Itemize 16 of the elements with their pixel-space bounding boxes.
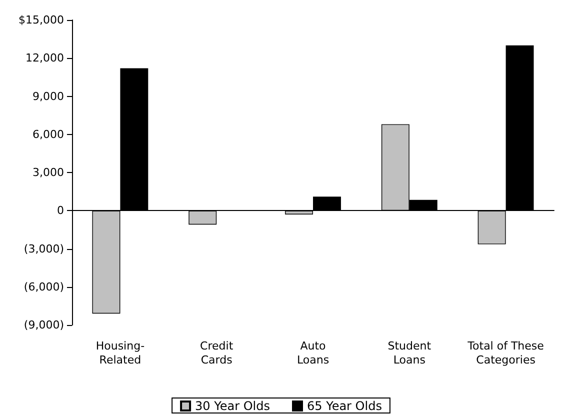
x-tick-label: Credit Cards: [200, 340, 234, 366]
y-tick-label: 9,000: [32, 90, 64, 103]
legend-label: 30 Year Olds: [195, 399, 270, 413]
x-tick-label: Student Loans: [388, 340, 432, 366]
x-tick-label: Auto Loans: [296, 340, 330, 366]
x-tick-label: Housing- Related: [96, 340, 145, 366]
y-tick-label: 12,000: [26, 52, 64, 65]
legend-label: 65 Year Olds: [307, 399, 382, 413]
y-tick-label: 6,000: [32, 128, 64, 141]
y-tick-label: $15,000: [18, 14, 64, 26]
x-tick-label: Total of These Categories: [466, 340, 544, 366]
y-tick-label: 3,000: [32, 166, 64, 179]
y-tick-label: (3,000): [24, 242, 64, 256]
y-tick-label: 0: [57, 204, 64, 218]
y-tick-label: (9,000): [24, 318, 64, 332]
y-tick-label: (6,000): [24, 280, 64, 294]
